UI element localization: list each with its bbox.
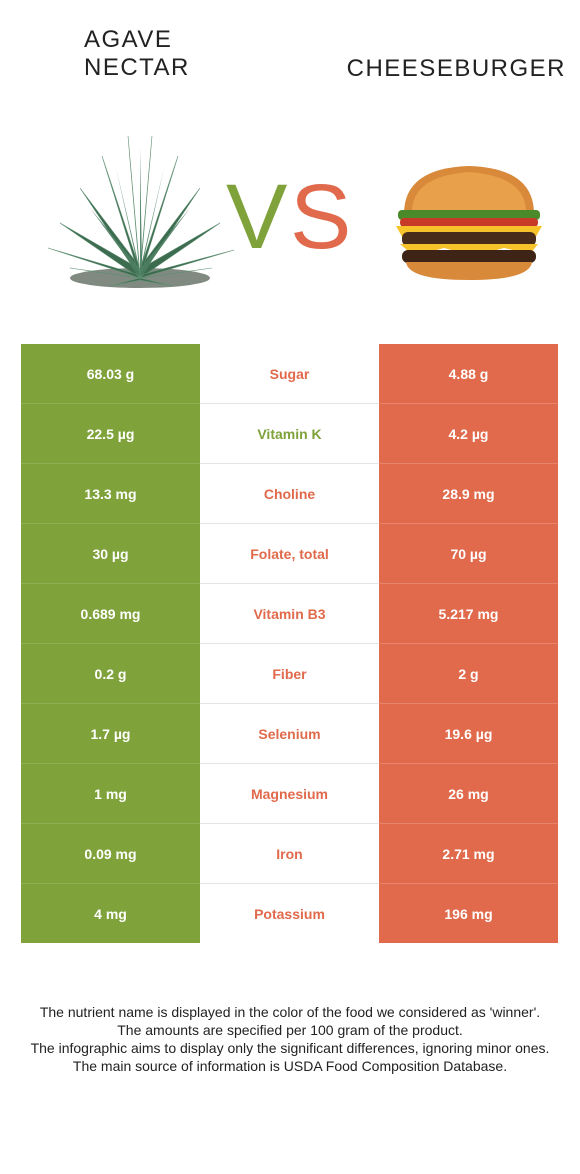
vs-letter-v: V [226, 168, 287, 258]
right-food-value: 2 g [379, 643, 558, 704]
left-food-value: 22.5 µg [21, 403, 200, 464]
right-food-value: 26 mg [379, 763, 558, 824]
nutrient-name: Selenium [200, 703, 379, 764]
comparison-row: 0.2 g Fiber 2 g [21, 643, 558, 704]
comparison-row: 13.3 mg Choline 28.9 mg [21, 463, 558, 524]
nutrient-name: Fiber [200, 643, 379, 704]
nutrient-name: Sugar [200, 344, 379, 404]
footer-notes: The nutrient name is displayed in the co… [14, 1003, 566, 1075]
left-food-title: AGAVE NECTAR [84, 26, 190, 82]
footer-line-3: The infographic aims to display only the… [30, 1040, 550, 1056]
nutrient-name: Vitamin K [200, 403, 379, 464]
left-food-title-line1: AGAVE [84, 26, 173, 53]
left-food-value: 4 mg [21, 883, 200, 943]
nutrient-name: Choline [200, 463, 379, 524]
right-food-value: 2.71 mg [379, 823, 558, 884]
nutrient-name: Iron [200, 823, 379, 884]
left-food-value: 1.7 µg [21, 703, 200, 764]
left-food-value: 1 mg [21, 763, 200, 824]
left-food-value: 68.03 g [21, 344, 200, 404]
comparison-row: 4 mg Potassium 196 mg [21, 883, 558, 943]
right-food-value: 28.9 mg [379, 463, 558, 524]
right-food-title: CHEESEBURGER [346, 55, 566, 82]
vs-letter-s: S [290, 168, 351, 258]
right-food-value: 196 mg [379, 883, 558, 943]
comparison-row: 0.09 mg Iron 2.71 mg [21, 823, 558, 884]
nutrient-name: Folate, total [200, 523, 379, 584]
comparison-row: 1 mg Magnesium 26 mg [21, 763, 558, 824]
footer-line-2: The amounts are specified per 100 gram o… [117, 1022, 463, 1038]
footer-line-1: The nutrient name is displayed in the co… [39, 1004, 541, 1020]
agave-plant-image [47, 135, 235, 288]
right-food-value: 19.6 µg [379, 703, 558, 764]
right-food-value: 4.2 µg [379, 403, 558, 464]
cheeseburger-image [396, 166, 542, 280]
nutrient-name: Magnesium [200, 763, 379, 824]
left-food-value: 0.689 mg [21, 583, 200, 644]
right-food-value: 70 µg [379, 523, 558, 584]
right-food-value: 5.217 mg [379, 583, 558, 644]
nutrient-name: Vitamin B3 [200, 583, 379, 644]
footer-line-4: The main source of information is USDA F… [72, 1058, 508, 1074]
vs-label: V S [226, 168, 351, 258]
comparison-row: 68.03 g Sugar 4.88 g [21, 344, 558, 404]
left-food-value: 13.3 mg [21, 463, 200, 524]
left-food-title-line2: NECTAR [84, 54, 190, 81]
comparison-row: 30 µg Folate, total 70 µg [21, 523, 558, 584]
right-food-value: 4.88 g [379, 344, 558, 404]
comparison-row: 22.5 µg Vitamin K 4.2 µg [21, 403, 558, 464]
left-food-value: 30 µg [21, 523, 200, 584]
left-food-value: 0.2 g [21, 643, 200, 704]
nutrient-name: Potassium [200, 883, 379, 943]
nutrient-comparison-table: 68.03 g Sugar 4.88 g 22.5 µg Vitamin K 4.2 µg… [21, 344, 558, 943]
comparison-row: 1.7 µg Selenium 19.6 µg [21, 703, 558, 764]
comparison-row: 0.689 mg Vitamin B3 5.217 mg [21, 583, 558, 644]
left-food-value: 0.09 mg [21, 823, 200, 884]
